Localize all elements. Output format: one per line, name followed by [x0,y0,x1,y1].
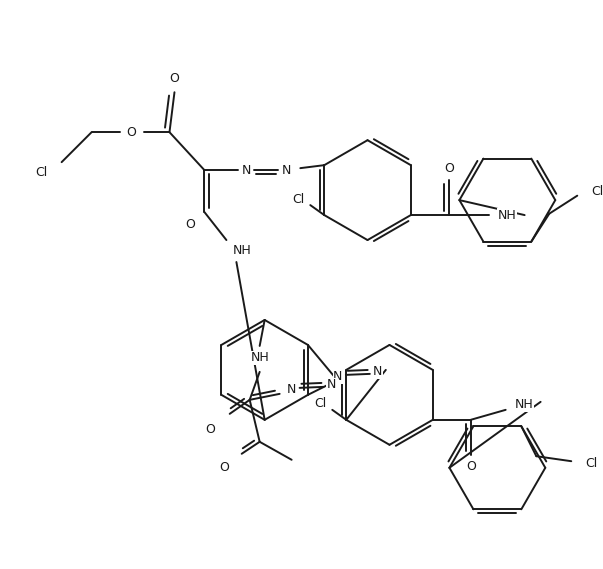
Text: NH: NH [233,244,252,257]
Text: NH: NH [497,209,516,221]
Text: N: N [242,164,251,176]
Text: Cl: Cl [591,185,603,198]
Text: N: N [282,164,291,176]
Text: Cl: Cl [314,397,326,410]
Text: NH: NH [514,398,533,411]
Text: O: O [219,461,229,475]
Text: O: O [127,126,136,139]
Text: Cl: Cl [292,193,305,205]
Text: O: O [205,423,215,436]
Text: NH: NH [250,352,269,364]
Text: O: O [186,217,195,230]
Text: O: O [444,162,453,175]
Text: N: N [287,384,296,397]
Text: O: O [169,72,180,85]
Text: Cl: Cl [36,166,48,179]
Text: N: N [327,378,336,391]
Text: Cl: Cl [585,457,598,469]
Text: N: N [373,365,382,378]
Text: O: O [466,460,476,473]
Text: N: N [333,370,343,384]
